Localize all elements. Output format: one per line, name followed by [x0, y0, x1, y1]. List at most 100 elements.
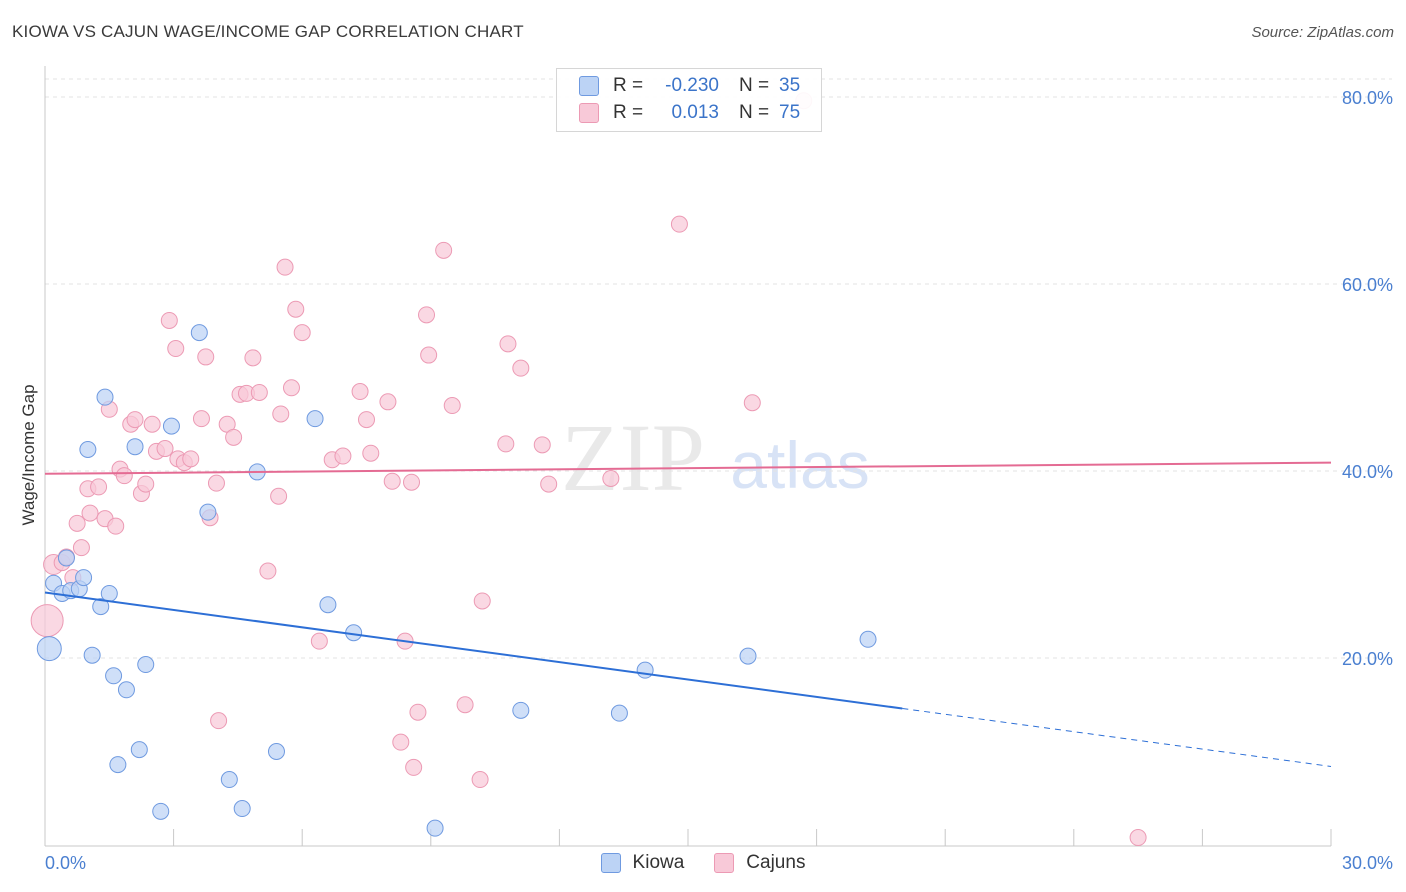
cajuns-swatch	[714, 853, 735, 873]
cajun-point	[403, 473, 421, 491]
kiowa-point	[162, 417, 180, 435]
cajun-point	[270, 487, 288, 505]
kiowa-point	[57, 549, 75, 567]
source-label: Source: ZipAtlas.com	[1251, 24, 1394, 41]
y-axis-label: Wage/Income Gap	[19, 384, 38, 525]
cajun-point	[137, 475, 155, 493]
n-label: N =	[739, 75, 770, 96]
kiowa-point	[610, 704, 628, 722]
kiowa-point	[190, 324, 208, 342]
series-legend: Kiowa Cajuns	[0, 852, 1406, 874]
cajun-point	[107, 517, 125, 535]
kiowa-point	[130, 741, 148, 759]
y-tick-label: 60.0%	[1342, 275, 1393, 295]
cajun-point	[259, 562, 277, 580]
cajun-point	[743, 394, 761, 412]
cajun-point	[192, 410, 210, 428]
kiowa-point	[233, 800, 251, 818]
cajun-point	[250, 383, 268, 401]
scatter-points	[30, 92, 1147, 847]
kiowa-point	[83, 646, 101, 664]
kiowa-trend-line	[44, 591, 903, 710]
kiowa-trend-extension	[902, 707, 1332, 767]
y-tick-label: 80.0%	[1342, 88, 1393, 108]
cajuns-swatch	[579, 103, 599, 123]
n-value: 75	[779, 102, 801, 123]
kiowa-point	[100, 584, 118, 602]
cajun-point	[225, 428, 243, 446]
y-tick-label: 20.0%	[1342, 649, 1393, 669]
cajun-point	[512, 359, 530, 377]
stats-legend: R = -0.230 N = 35 R = 0.013 N = 75	[556, 68, 822, 132]
cajun-point	[115, 467, 133, 485]
legend-label-kiowa: Kiowa	[632, 852, 685, 873]
cajun-point	[383, 472, 401, 490]
trend-lines	[44, 461, 1332, 767]
cajun-point	[602, 469, 620, 487]
kiowa-point	[426, 819, 444, 837]
legend-row-kiowa: R = -0.230 N = 35	[579, 74, 800, 98]
x-tick-label: 0.0%	[45, 853, 86, 873]
cajun-point	[358, 411, 375, 429]
kiowa-point	[96, 388, 114, 406]
cajun-point	[540, 475, 558, 493]
cajun-point	[334, 447, 352, 465]
kiowa-point	[92, 598, 110, 616]
kiowa-point	[152, 802, 170, 820]
cajun-point	[362, 444, 380, 462]
kiowa-point	[105, 667, 123, 685]
cajun-point	[405, 758, 423, 776]
cajun-point	[143, 415, 161, 433]
cajun-point	[272, 405, 290, 423]
watermark-zip: ZIP	[561, 404, 705, 511]
x-tick-label: 30.0%	[1342, 853, 1393, 873]
legend-item-kiowa[interactable]: Kiowa	[600, 852, 685, 874]
cajun-point	[126, 411, 144, 429]
kiowa-point	[220, 771, 238, 789]
cajun-point	[471, 771, 489, 789]
cajun-point	[499, 335, 517, 353]
kiowa-point	[739, 647, 757, 665]
cajun-point	[392, 733, 410, 751]
cajun-point	[351, 383, 369, 401]
legend-item-cajuns[interactable]: Cajuns	[714, 852, 805, 874]
cajun-point	[435, 241, 453, 259]
kiowa-point	[126, 438, 144, 456]
cajun-point	[68, 514, 86, 532]
kiowa-point	[859, 630, 877, 648]
kiowa-swatch	[600, 853, 621, 873]
watermark-atlas: atlas	[730, 428, 869, 502]
cajun-point	[418, 306, 436, 324]
cajun-point	[167, 340, 185, 358]
cajun-point	[282, 379, 300, 397]
cajun-point	[156, 440, 174, 458]
cajun-point	[293, 324, 311, 342]
cajun-point	[210, 712, 228, 730]
kiowa-point	[319, 596, 337, 614]
cajun-point	[276, 258, 294, 276]
cajun-point	[670, 215, 688, 233]
r-value: 0.013	[671, 102, 719, 123]
legend-label-cajuns: Cajuns	[746, 852, 806, 873]
x-tick-labels: 0.0% 30.0%	[45, 853, 1393, 873]
kiowa-point	[36, 636, 62, 662]
y-tick-labels: 20.0% 40.0% 60.0% 80.0%	[1342, 88, 1393, 669]
cajun-point	[420, 346, 438, 364]
cajun-point	[456, 696, 474, 714]
cajun-point	[409, 703, 427, 721]
kiowa-point	[79, 440, 97, 458]
kiowa-point	[512, 701, 530, 719]
r-value: -0.230	[665, 75, 719, 96]
cajun-point	[533, 436, 551, 454]
cajun-point	[473, 592, 491, 610]
n-label: N =	[739, 102, 770, 123]
r-label: R =	[613, 75, 644, 96]
kiowa-point	[109, 756, 127, 774]
cajun-point	[207, 474, 225, 492]
cajun-point	[160, 311, 178, 329]
cajun-point	[90, 478, 108, 496]
cajun-point	[310, 632, 328, 650]
kiowa-swatch	[579, 76, 599, 96]
legend-row-cajuns: R = 0.013 N = 75	[579, 101, 800, 125]
kiowa-point	[137, 656, 155, 674]
